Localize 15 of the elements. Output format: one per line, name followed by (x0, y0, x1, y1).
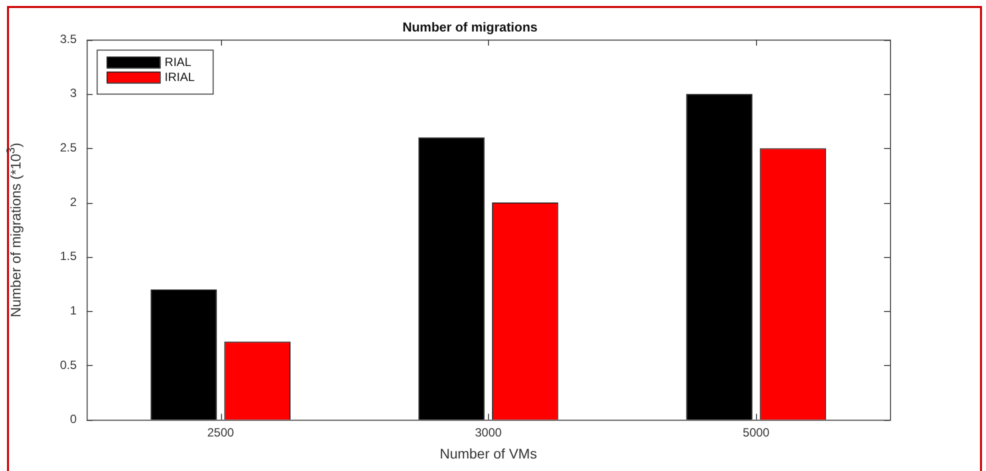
y-tick-label: 2.5 (60, 140, 77, 155)
x-axis-title: Number of VMs (440, 445, 537, 462)
y-tick-label: 0 (70, 412, 77, 426)
y-tick-label: 3.5 (60, 32, 77, 46)
y-tick-label: 1.5 (60, 249, 77, 264)
y-tick-label: 2 (70, 194, 77, 209)
legend-label: IRIAL (164, 70, 196, 84)
x-tick-label: 3000 (474, 425, 502, 440)
x-tick-label: 2500 (207, 425, 234, 440)
chart-title: Number of migrations (402, 19, 538, 34)
x-tick-label: 5000 (742, 425, 770, 440)
y-tick-label: 0.5 (60, 358, 77, 372)
y-tick-label: 3 (70, 86, 77, 100)
y-tick-label: 1 (70, 303, 77, 318)
legend-label: RIAL (164, 54, 192, 69)
